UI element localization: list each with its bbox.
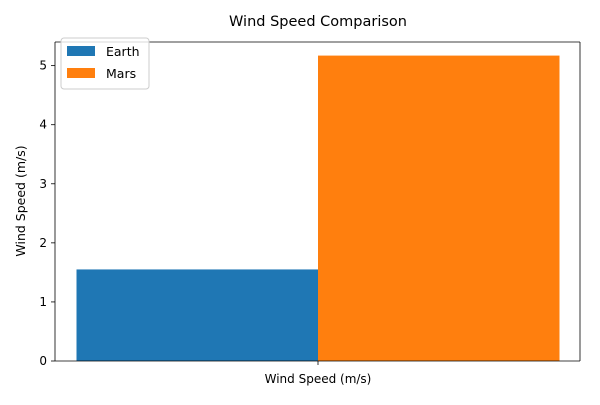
- y-tick-label: 2: [39, 236, 47, 250]
- legend-swatch-earth: [67, 46, 95, 56]
- chart-title: Wind Speed Comparison: [229, 14, 407, 30]
- bar-mars: [318, 55, 560, 362]
- bar-earth: [76, 269, 318, 361]
- legend: Earth Mars: [60, 37, 150, 90]
- y-axis-label: Wind Speed (m/s): [13, 145, 28, 256]
- y-tick-label: 4: [39, 118, 47, 132]
- legend-label-mars: Mars: [106, 66, 136, 81]
- legend-label-earth: Earth: [106, 44, 140, 59]
- y-tick-label: 0: [39, 354, 47, 368]
- bars-group: [76, 55, 560, 362]
- y-tick-label: 3: [39, 177, 47, 191]
- y-axis-ticks: 0 1 2 3 4 5: [39, 59, 55, 368]
- x-tick-label: Wind Speed (m/s): [265, 372, 372, 386]
- y-tick-label: 1: [39, 295, 47, 309]
- legend-swatch-mars: [67, 68, 95, 78]
- y-tick-label: 5: [39, 59, 47, 73]
